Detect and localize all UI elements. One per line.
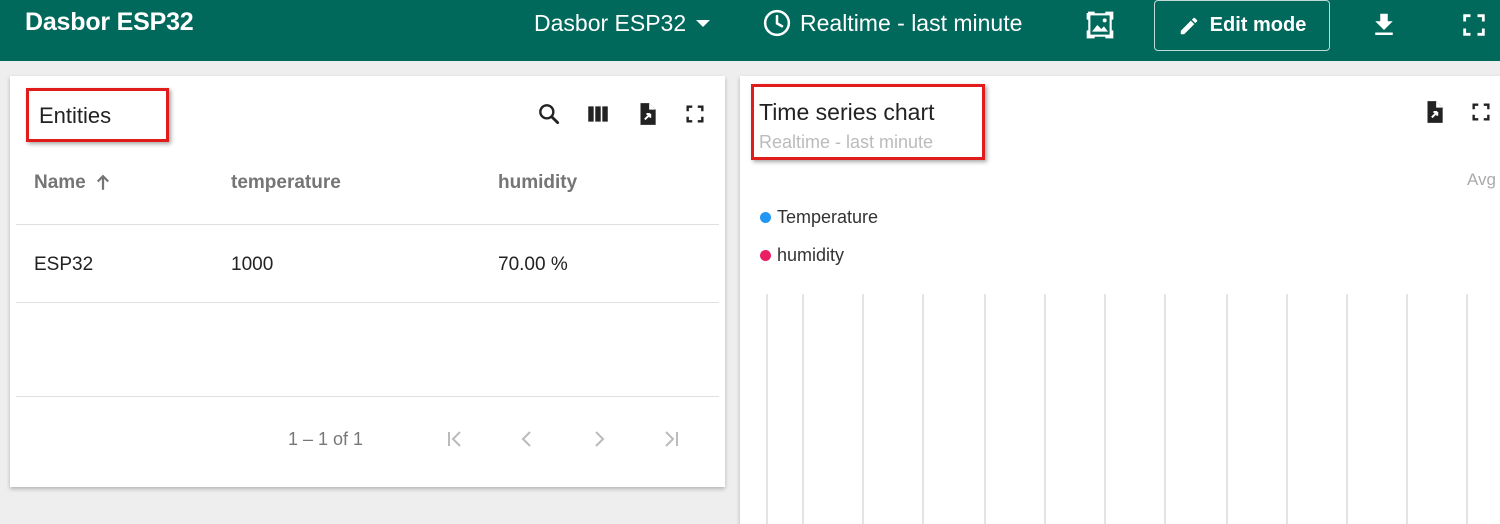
export-button[interactable] (632, 99, 662, 129)
widget-subtitle: Realtime - last minute (759, 132, 934, 152)
divider (16, 302, 719, 303)
legend-dot (760, 250, 771, 261)
previous-page-button[interactable] (512, 424, 542, 454)
columns-button[interactable] (583, 99, 613, 129)
download-icon (1375, 13, 1393, 35)
chevron-right-icon (595, 431, 605, 447)
dashboard-select-value: Dasbor ESP32 (534, 10, 687, 36)
fullscreen-icon (686, 105, 704, 123)
legend-label: humidity (777, 245, 845, 265)
top-toolbar: Dasbor ESP32 Dasbor ESP32 Realtime - las… (0, 0, 1500, 61)
search-button[interactable] (534, 99, 564, 129)
divider (16, 396, 719, 397)
search-icon (539, 104, 560, 125)
column-header-label: Name (34, 172, 86, 193)
last-page-icon (665, 431, 678, 447)
legend-item-temperature[interactable]: Temperature (760, 207, 878, 228)
column-header-humidity[interactable]: humidity (498, 172, 578, 193)
export-icon (640, 103, 656, 125)
chevron-down-icon (696, 20, 711, 27)
timewindow-label: Realtime - last minute (800, 9, 1023, 36)
legend-dot (760, 212, 771, 223)
chevron-left-icon (521, 431, 531, 447)
fullscreen-button[interactable] (1457, 8, 1491, 42)
edit-mode-button[interactable]: Edit mode (1154, 0, 1330, 51)
export-icon (1427, 101, 1443, 123)
next-page-button[interactable] (584, 424, 614, 454)
column-header-name[interactable]: Name (34, 172, 112, 194)
pencil-icon (1180, 17, 1197, 34)
first-page-button[interactable] (440, 424, 470, 454)
widget-title: Entities (39, 103, 112, 128)
divider (16, 224, 719, 225)
cell-name: ESP32 (34, 254, 94, 275)
chart-plot-area (766, 294, 1468, 524)
legend-header-avg: Avg (1467, 170, 1496, 189)
time-series-widget: Time series chart Realtime - last minute… (740, 76, 1500, 524)
column-header-temperature[interactable]: temperature (231, 172, 341, 193)
chart-grid (766, 294, 1468, 524)
timewindow-button[interactable]: Realtime - last minute (762, 8, 1022, 38)
widget-title: Time series chart (759, 99, 935, 125)
entities-widget: Entities Name temperature humidity ESP32 (10, 76, 725, 487)
clock-icon (763, 9, 791, 37)
arrow-up-icon (96, 174, 109, 190)
fullscreen-icon (1472, 103, 1490, 121)
dashboard-image-button[interactable] (1083, 8, 1117, 42)
dashboard-image-icon (1086, 11, 1114, 39)
download-button[interactable] (1367, 8, 1401, 42)
fullscreen-button[interactable] (1466, 97, 1496, 127)
export-button[interactable] (1419, 97, 1449, 127)
edit-mode-label: Edit mode (1209, 14, 1307, 36)
columns-icon (588, 106, 608, 122)
dashboard-select[interactable]: Dasbor ESP32 (534, 10, 711, 37)
first-page-icon (448, 431, 461, 447)
cell-temperature: 1000 (231, 254, 274, 275)
pagination-range: 1 – 1 of 1 (288, 429, 364, 449)
cell-humidity: 70.00 % (498, 254, 568, 275)
app-title: Dasbor ESP32 (25, 8, 194, 36)
last-page-button[interactable] (656, 424, 686, 454)
legend-item-humidity[interactable]: humidity (760, 245, 844, 266)
fullscreen-icon (1463, 14, 1485, 36)
legend-label: Temperature (777, 207, 879, 227)
fullscreen-button[interactable] (680, 99, 710, 129)
